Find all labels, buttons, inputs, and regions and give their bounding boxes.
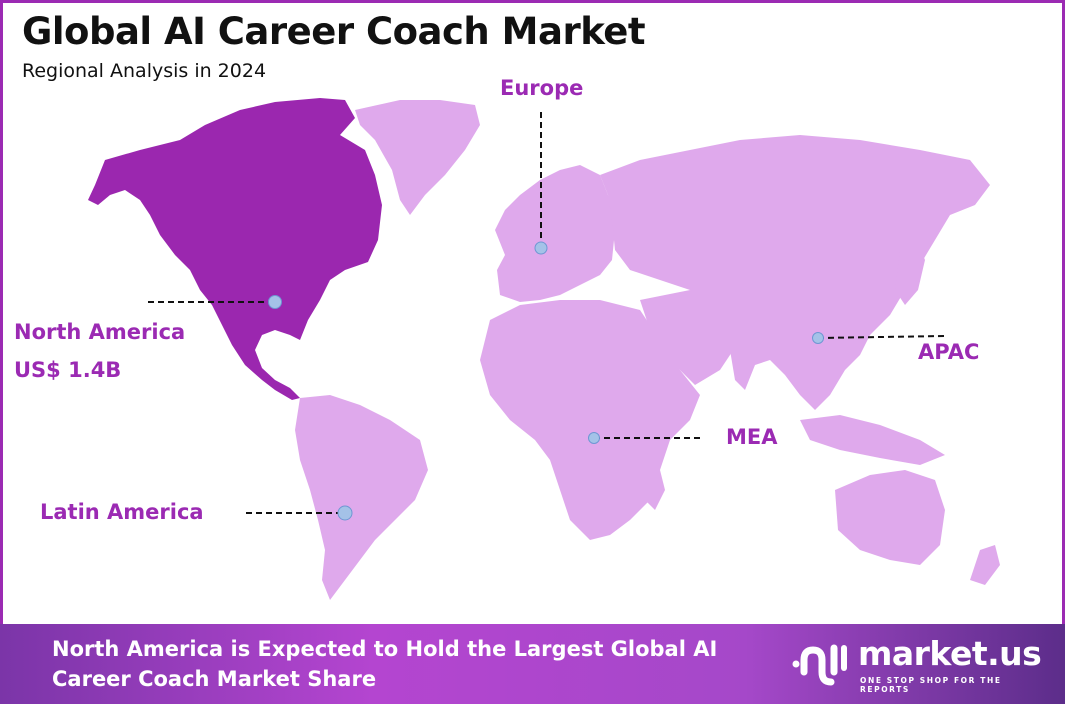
region-se-asia-islands — [800, 415, 945, 465]
brand-name: market.us — [858, 634, 1042, 673]
region-madagascar — [645, 470, 665, 510]
region-mea[interactable] — [480, 300, 700, 540]
marker-latin-america[interactable] — [337, 505, 353, 521]
region-japan — [895, 235, 925, 305]
page-subtitle: Regional Analysis in 2024 — [22, 60, 267, 82]
region-australia — [835, 470, 945, 565]
brand-logo[interactable]: market.us ONE STOP SHOP FOR THE REPORTS — [790, 634, 1042, 694]
marker-apac[interactable] — [812, 332, 824, 344]
region-new-zealand — [970, 545, 1000, 585]
label-apac: APAC — [918, 340, 980, 364]
marker-europe[interactable] — [534, 241, 548, 255]
footer-headline: North America is Expected to Hold the La… — [52, 637, 718, 691]
label-north-america: North America — [14, 320, 186, 344]
region-latin-america[interactable] — [295, 395, 428, 600]
page-title: Global AI Career Coach Market — [22, 10, 646, 53]
marker-north-america[interactable] — [268, 295, 282, 309]
label-latin-america: Latin America — [40, 500, 204, 524]
leader-line-apac — [817, 335, 946, 339]
footer-banner: North America is Expected to Hold the La… — [0, 624, 1065, 704]
value-north-america: US$ 1.4B — [14, 358, 122, 382]
brand-logo-icon — [792, 644, 847, 686]
region-greenland — [355, 100, 480, 215]
label-mea: MEA — [726, 425, 778, 449]
label-europe: Europe — [500, 76, 584, 100]
marker-mea[interactable] — [588, 432, 600, 444]
region-apac[interactable] — [600, 135, 990, 410]
brand-tagline: ONE STOP SHOP FOR THE REPORTS — [860, 676, 1002, 694]
world-map — [88, 98, 1000, 600]
region-north-america[interactable] — [88, 98, 382, 400]
region-europe[interactable] — [495, 165, 615, 302]
